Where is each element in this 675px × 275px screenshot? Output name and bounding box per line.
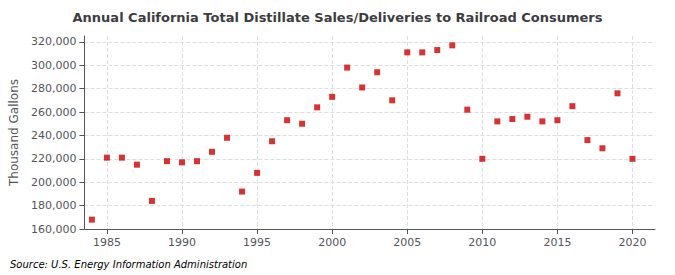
- svg-text:260,000: 260,000: [31, 106, 77, 119]
- svg-text:300,000: 300,000: [31, 59, 77, 72]
- svg-text:1995: 1995: [243, 236, 271, 249]
- svg-text:240,000: 240,000: [31, 129, 77, 142]
- svg-text:Source: U.S. Energy Informatio: Source: U.S. Energy Information Administ…: [10, 259, 247, 270]
- svg-text:Thousand Gallons: Thousand Gallons: [7, 79, 21, 187]
- svg-text:280,000: 280,000: [31, 82, 77, 95]
- svg-text:2010: 2010: [468, 236, 496, 249]
- svg-text:Annual California Total Distil: Annual California Total Distillate Sales…: [73, 10, 603, 25]
- svg-text:200,000: 200,000: [31, 176, 77, 189]
- svg-text:220,000: 220,000: [31, 152, 77, 165]
- svg-text:320,000: 320,000: [31, 35, 77, 48]
- svg-text:1990: 1990: [168, 236, 196, 249]
- svg-text:1985: 1985: [93, 236, 121, 249]
- svg-text:2020: 2020: [618, 236, 646, 249]
- svg-text:180,000: 180,000: [31, 199, 77, 212]
- svg-text:2000: 2000: [318, 236, 346, 249]
- svg-text:160,000: 160,000: [31, 223, 77, 236]
- svg-text:2015: 2015: [543, 236, 571, 249]
- svg-text:2005: 2005: [393, 236, 421, 249]
